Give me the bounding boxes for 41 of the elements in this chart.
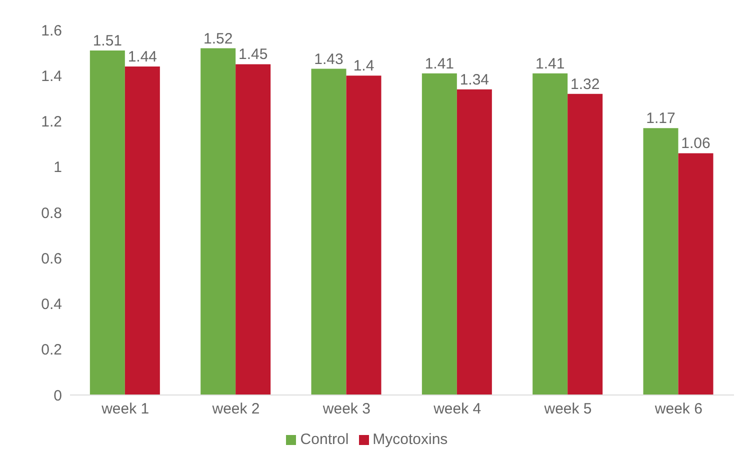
bar [346,76,382,395]
bar [90,50,125,395]
y-tick-label: 0.2 [41,342,62,359]
bar [456,89,492,395]
bar [678,153,714,395]
y-tick-label: 0 [54,387,62,404]
data-label: 1.41 [424,55,454,72]
bar [236,64,271,395]
x-tick-label: week 3 [322,400,370,418]
bar [422,73,457,395]
data-label: 1.06 [681,135,710,152]
data-label: 1.51 [92,32,122,50]
x-tick-label: week 4 [432,400,482,418]
x-tick-label: week 5 [543,400,592,418]
data-label: 1.4 [353,58,374,75]
data-label: 1.45 [238,46,268,64]
data-label: 1.34 [460,71,490,88]
bar [200,48,236,395]
y-tick-label: 0.8 [41,204,62,222]
y-tick-label: 0.6 [41,250,62,268]
bar [532,73,568,395]
data-label: 1.32 [570,76,600,93]
x-tick-label: week 1 [100,400,150,418]
bar [643,128,678,395]
x-tick-label: week 6 [654,400,702,418]
y-tick-label: 1.2 [41,114,62,131]
bar [311,68,346,395]
bar [124,66,160,395]
bar [568,94,603,395]
legend-label: Control [300,431,349,448]
data-label: 1.52 [203,30,233,48]
y-tick-label: 0.4 [41,296,62,314]
data-label: 1.43 [314,50,344,68]
legend-label: Mycotoxins [372,431,448,448]
x-tick-label: week 2 [211,400,260,418]
data-label: 1.17 [646,110,676,128]
y-tick-label: 1 [54,159,62,176]
y-tick-label: 1.4 [41,68,62,85]
y-tick-label: 1.6 [41,22,62,40]
data-label: 1.41 [535,55,565,72]
data-label: 1.44 [128,48,158,66]
